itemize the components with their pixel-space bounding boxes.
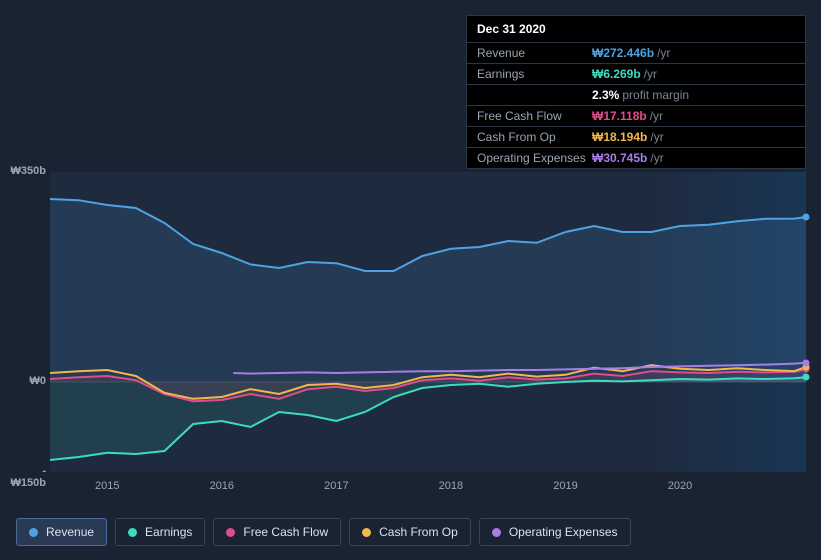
tooltip-row-value: ₩272.446b <box>592 46 654 60</box>
financials-chart[interactable]: ₩350b₩0-₩150b 201520162017201820192020 <box>16 155 806 500</box>
endpoint-revenue <box>803 214 810 221</box>
legend-dot-icon <box>226 528 235 537</box>
tooltip-row-free-cash-flow: Free Cash Flow₩17.118b/yr <box>467 106 805 127</box>
chart-svg <box>50 172 806 472</box>
tooltip-row-unit: /yr <box>657 46 670 60</box>
legend-dot-icon <box>362 528 371 537</box>
x-axis-label: 2017 <box>324 480 348 492</box>
legend-dot-icon <box>29 528 38 537</box>
tooltip-row-unit: /yr <box>650 109 663 123</box>
tooltip-row-earnings: Earnings₩6.269b/yr <box>467 64 805 85</box>
x-axis-label: 2018 <box>439 480 463 492</box>
legend-label: Operating Expenses <box>509 525 618 539</box>
x-axis-label: 2015 <box>95 480 119 492</box>
tooltip-row-label: Earnings <box>477 67 592 81</box>
tooltip-row-label: Cash From Op <box>477 130 592 144</box>
y-axis-label: ₩0 <box>30 375 47 387</box>
y-axis-label: ₩350b <box>11 165 46 177</box>
tooltip-row-label: Revenue <box>477 46 592 60</box>
legend-item-revenue[interactable]: Revenue <box>16 518 107 546</box>
tooltip-row-value: ₩18.194b <box>592 130 647 144</box>
tooltip-row-cash-from-op: Cash From Op₩18.194b/yr <box>467 127 805 148</box>
x-axis-label: 2019 <box>553 480 577 492</box>
x-axis-label: 2016 <box>210 480 234 492</box>
profit-margin-value: 2.3% <box>592 88 619 102</box>
legend-item-cash-from-op[interactable]: Cash From Op <box>349 518 471 546</box>
legend-dot-icon <box>492 528 501 537</box>
tooltip-margin-row: 2.3% profit margin <box>467 85 805 106</box>
data-tooltip: Dec 31 2020 Revenue₩272.446b/yrEarnings₩… <box>466 15 806 169</box>
legend-label: Revenue <box>46 525 94 539</box>
x-axis-label: 2020 <box>668 480 692 492</box>
tooltip-row-value: ₩6.269b <box>592 67 641 81</box>
tooltip-row-unit: /yr <box>650 130 663 144</box>
profit-margin-label: profit margin <box>622 88 689 102</box>
legend: Revenue Earnings Free Cash Flow Cash From O… <box>16 518 631 546</box>
legend-dot-icon <box>128 528 137 537</box>
tooltip-row-revenue: Revenue₩272.446b/yr <box>467 43 805 64</box>
plot-area[interactable] <box>50 172 806 472</box>
legend-item-earnings[interactable]: Earnings <box>115 518 205 546</box>
legend-label: Free Cash Flow <box>243 525 328 539</box>
tooltip-row-value: ₩17.118b <box>592 109 647 123</box>
legend-item-operating-expenses[interactable]: Operating Expenses <box>479 518 631 546</box>
endpoint-operating-expenses <box>803 359 810 366</box>
tooltip-row-label: Free Cash Flow <box>477 109 592 123</box>
legend-label: Cash From Op <box>379 525 458 539</box>
endpoint-earnings <box>803 374 810 381</box>
tooltip-row-unit: /yr <box>644 67 657 81</box>
y-axis-label: -₩150b <box>11 465 46 489</box>
legend-label: Earnings <box>145 525 192 539</box>
legend-item-free-cash-flow[interactable]: Free Cash Flow <box>213 518 341 546</box>
tooltip-date: Dec 31 2020 <box>467 16 805 43</box>
